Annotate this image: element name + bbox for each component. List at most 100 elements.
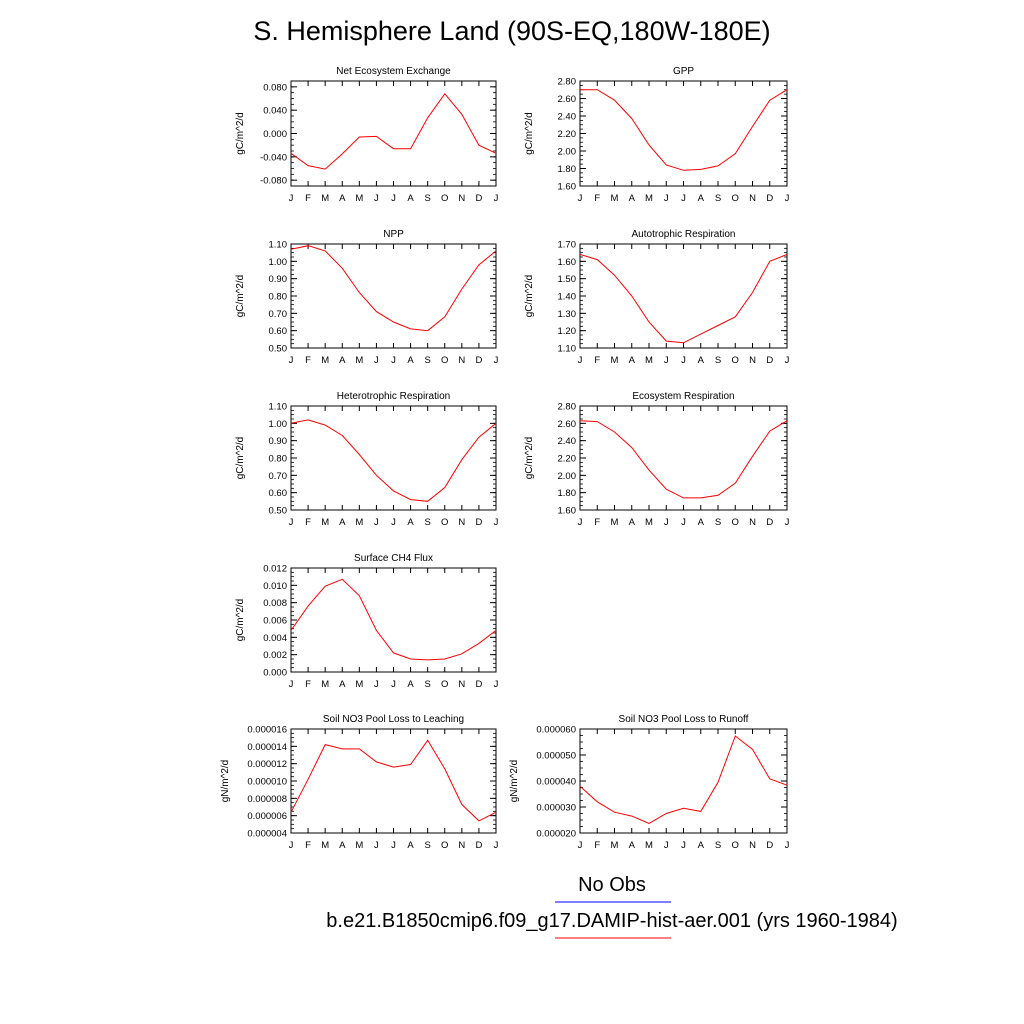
x-tick-label: M: [355, 355, 363, 366]
x-tick-label: O: [732, 193, 739, 204]
x-tick-label: M: [611, 840, 619, 851]
y-tick-label: -0.080: [260, 176, 287, 187]
x-tick-label: S: [424, 679, 430, 690]
x-tick-label: S: [424, 840, 430, 851]
x-tick-label: F: [305, 517, 311, 528]
x-tick-label: N: [458, 679, 465, 690]
x-tick-label: D: [766, 517, 773, 528]
y-tick-label: 1.50: [558, 274, 577, 285]
y-axis-label: gC/m^2/d: [524, 275, 535, 318]
y-axis-label: gC/m^2/d: [524, 437, 535, 480]
y-tick-label: 0.000020: [536, 829, 576, 840]
y-tick-label: 0.000050: [536, 751, 576, 762]
x-tick-label: D: [475, 193, 482, 204]
series-line-model: [579, 735, 788, 824]
series-line-model: [290, 245, 497, 332]
y-tick-label: 0.000014: [247, 742, 287, 753]
y-tick-label: 1.20: [558, 326, 577, 337]
x-tick-label: O: [441, 840, 448, 851]
x-tick-label: M: [355, 517, 363, 528]
x-tick-label: N: [458, 355, 465, 366]
plot-frame: [290, 567, 497, 673]
y-tick-label: 0.000006: [247, 811, 287, 822]
y-axis-label: gC/m^2/d: [235, 599, 246, 642]
y-axis-label: gN/m^2/d: [509, 760, 520, 803]
chart-title: Net Ecosystem Exchange: [336, 66, 451, 77]
x-tick-label: O: [732, 517, 739, 528]
x-tick-label: M: [321, 840, 329, 851]
x-tick-label: F: [594, 193, 600, 204]
x-tick-label: J: [391, 517, 396, 528]
x-tick-label: A: [407, 840, 414, 851]
y-tick-label: 0.002: [263, 650, 287, 661]
y-tick-label: 0.000040: [536, 777, 576, 788]
x-tick-label: J: [578, 193, 583, 204]
y-tick-label: 1.10: [269, 402, 288, 413]
x-tick-label: J: [664, 355, 669, 366]
y-tick-label: 0.000010: [247, 777, 287, 788]
x-tick-label: A: [339, 193, 346, 204]
x-tick-label: A: [698, 517, 705, 528]
x-tick-label: O: [732, 840, 739, 851]
y-tick-label: 1.80: [558, 488, 577, 499]
y-tick-label: 0.90: [269, 274, 288, 285]
y-tick-label: 1.10: [558, 344, 577, 355]
x-tick-label: J: [289, 679, 294, 690]
plot-frame: [290, 243, 497, 349]
x-tick-label: J: [681, 193, 686, 204]
y-tick-label: 1.60: [558, 506, 577, 517]
x-tick-label: J: [289, 517, 294, 528]
x-tick-label: J: [681, 355, 686, 366]
x-tick-label: A: [407, 517, 414, 528]
y-tick-label: 0.004: [263, 633, 287, 644]
x-tick-label: O: [441, 193, 448, 204]
x-tick-label: F: [594, 355, 600, 366]
series-line-model: [579, 253, 788, 344]
x-tick-label: J: [494, 517, 499, 528]
x-tick-label: A: [698, 193, 705, 204]
x-tick-label: M: [321, 517, 329, 528]
x-tick-label: M: [611, 193, 619, 204]
y-tick-label: 0.006: [263, 616, 287, 627]
x-tick-label: J: [374, 679, 379, 690]
x-tick-label: F: [305, 840, 311, 851]
x-tick-label: A: [629, 840, 636, 851]
x-tick-label: A: [339, 679, 346, 690]
x-tick-label: S: [715, 355, 721, 366]
chart-title: Soil NO3 Pool Loss to Runoff: [619, 714, 749, 725]
x-tick-label: A: [629, 517, 636, 528]
x-tick-label: J: [578, 355, 583, 366]
x-tick-label: A: [629, 355, 636, 366]
plot-frame: [579, 728, 788, 834]
x-tick-label: A: [629, 193, 636, 204]
y-tick-label: 0.080: [263, 82, 287, 93]
x-tick-label: J: [494, 355, 499, 366]
x-tick-label: A: [698, 840, 705, 851]
page-title: S. Hemisphere Land (90S-EQ,180W-180E): [253, 16, 771, 46]
x-tick-label: N: [458, 840, 465, 851]
y-tick-label: 0.012: [263, 564, 287, 575]
series-line-model: [290, 739, 497, 822]
y-tick-label: 2.20: [558, 454, 577, 465]
y-tick-label: 0.010: [263, 581, 287, 592]
x-tick-label: J: [664, 193, 669, 204]
x-tick-label: J: [289, 355, 294, 366]
y-tick-label: 2.60: [558, 419, 577, 430]
y-tick-label: 0.000: [263, 129, 287, 140]
x-tick-label: J: [785, 193, 790, 204]
x-tick-label: M: [611, 355, 619, 366]
x-tick-label: N: [749, 355, 756, 366]
x-tick-label: M: [355, 193, 363, 204]
plot-frame: [579, 405, 788, 511]
x-tick-label: D: [475, 355, 482, 366]
x-tick-label: S: [715, 517, 721, 528]
x-tick-label: J: [785, 840, 790, 851]
y-axis-label: gC/m^2/d: [235, 437, 246, 480]
y-tick-label: 0.80: [269, 292, 288, 303]
x-tick-label: M: [321, 355, 329, 366]
y-tick-label: 2.20: [558, 129, 577, 140]
x-tick-label: J: [494, 840, 499, 851]
